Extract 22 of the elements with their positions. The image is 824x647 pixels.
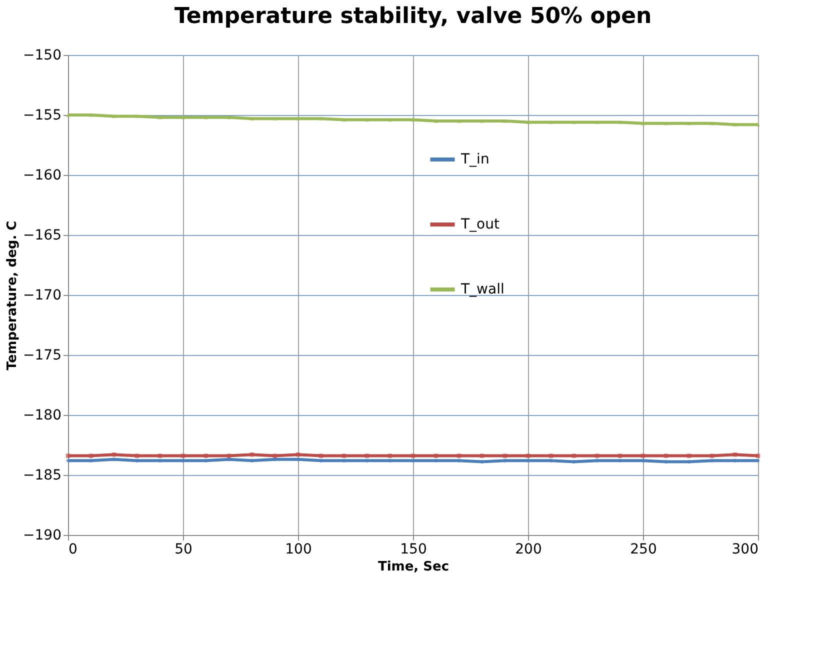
y-axis-title: Temperature, deg. C	[5, 220, 20, 370]
legend-label: T_in	[460, 152, 490, 168]
chart-title: Temperature stability, valve 50% open	[174, 4, 652, 29]
x-tick-label: 150	[400, 542, 427, 558]
x-tick-label: 250	[630, 542, 657, 558]
x-tick-label: 200	[515, 542, 542, 558]
y-tick-label: −160	[23, 168, 62, 184]
y-tick-label: −165	[23, 228, 62, 244]
legend-label: T_out	[460, 216, 500, 232]
y-tick-label: −175	[23, 348, 62, 364]
y-tick-label: −185	[23, 468, 62, 484]
x-tick-label: 0	[68, 542, 78, 558]
x-axis-title: Time, Sec	[378, 560, 450, 574]
x-tick-label: 300	[732, 542, 758, 558]
y-tick-label: −155	[23, 108, 62, 124]
y-tick-label: −180	[23, 408, 62, 424]
x-tick-label: 100	[285, 542, 312, 558]
y-tick-label: −150	[23, 48, 62, 64]
y-tick-label: −170	[23, 288, 62, 304]
x-tick-label: 50	[174, 542, 192, 558]
y-tick-label: −190	[23, 528, 62, 544]
legend-label: T_wall	[460, 282, 504, 298]
